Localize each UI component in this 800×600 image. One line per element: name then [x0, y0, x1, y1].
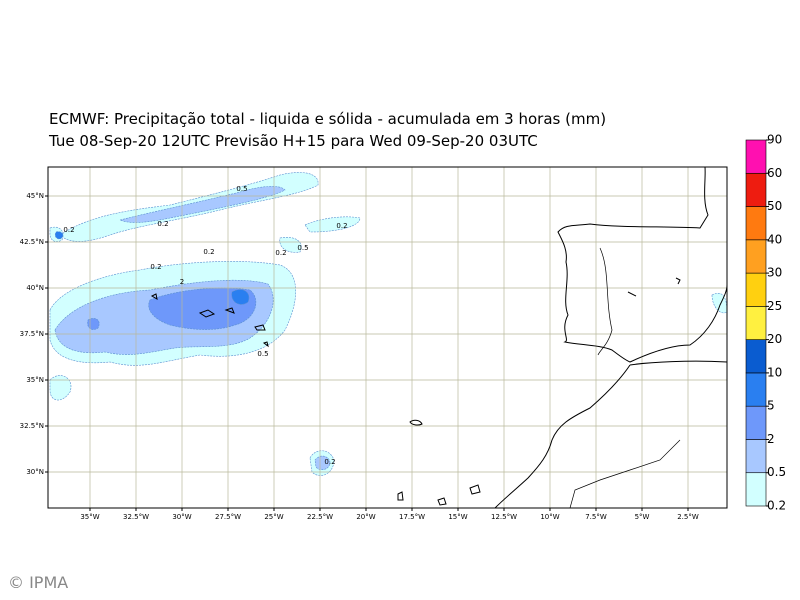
colorbar-label: 20: [767, 332, 782, 346]
lon-label: 7.5°W: [585, 513, 607, 521]
colorbar-box: [745, 472, 767, 507]
colorbar-box: [745, 239, 767, 274]
colorbar-label: 5: [767, 399, 775, 413]
contour-label: 0.2: [324, 458, 335, 466]
lon-label: 30°W: [172, 513, 191, 521]
colorbar-label: 0.2: [767, 499, 786, 513]
lon-label: 22.5°W: [307, 513, 333, 521]
lon-label: 17.5°W: [399, 513, 425, 521]
colorbar-box: [745, 272, 767, 307]
lat-label: 30°N: [26, 468, 44, 476]
colorbar-box: [745, 172, 767, 207]
contour-label: 0.5: [297, 244, 308, 252]
colorbar-box: [745, 339, 767, 374]
copyright: © IPMA: [8, 573, 68, 592]
colorbar-box: [745, 405, 767, 440]
lon-label: 15°W: [448, 513, 467, 521]
map-area: 35°W 32.5°W 30°W 27.5°W 25°W 22.5°W 20°W 17.5°W…: [20, 166, 728, 521]
map-title: ECMWF: Precipitação total - liquida e só…: [49, 110, 606, 128]
lon-label: 25°W: [264, 513, 283, 521]
lat-label: 32.5°N: [20, 422, 44, 430]
contour-label: 0.5: [257, 350, 268, 358]
map-subtitle: Tue 08-Sep-20 12UTC Previsão H+15 para W…: [48, 132, 538, 150]
colorbar-label: 90: [767, 133, 782, 147]
lat-label: 45°N: [26, 192, 44, 200]
lon-label: 2.5°W: [677, 513, 699, 521]
contour-label: 0.2: [157, 220, 168, 228]
precip-field: [49, 172, 728, 476]
contour-label: 0.2: [63, 226, 74, 234]
contour-label: 0.2: [275, 249, 286, 257]
contour-label: 0.2: [336, 222, 347, 230]
lat-label: 42.5°N: [20, 238, 44, 246]
colorbar-box: [745, 439, 767, 474]
colorbar-label: 10: [767, 365, 782, 379]
colorbar-box: [745, 372, 767, 407]
lat-label: 37.5°N: [20, 330, 44, 338]
lon-label: 20°W: [356, 513, 375, 521]
coastline: [150, 166, 728, 509]
lon-label: 35°W: [80, 513, 99, 521]
colorbar-label: 25: [767, 299, 782, 313]
colorbar-label: 30: [767, 266, 782, 280]
colorbar-label: 50: [767, 199, 782, 213]
colorbar-box: [745, 206, 767, 241]
contour-label: 0.2: [150, 263, 161, 271]
contour-label: 0.2: [203, 248, 214, 256]
lon-label: 27.5°W: [215, 513, 241, 521]
colorbar-label: 60: [767, 166, 782, 180]
colorbar-label: 40: [767, 232, 782, 246]
contour-label: 2: [180, 278, 184, 286]
lon-label: 10°W: [540, 513, 559, 521]
contour-label: 0.5: [236, 185, 247, 193]
colorbar-label: 2: [767, 432, 775, 446]
colorbar-label: 0.5: [767, 465, 786, 479]
colorbar-box: [745, 306, 767, 340]
lon-label: 32.5°W: [123, 513, 149, 521]
lon-label: 12.5°W: [491, 513, 517, 521]
map-frame: [47, 166, 728, 509]
lat-label: 35°N: [26, 376, 44, 384]
colorbar-box: [745, 139, 767, 174]
lon-label: 5°W: [635, 513, 650, 521]
graticule: [45, 167, 727, 511]
lat-label: 40°N: [26, 284, 44, 292]
